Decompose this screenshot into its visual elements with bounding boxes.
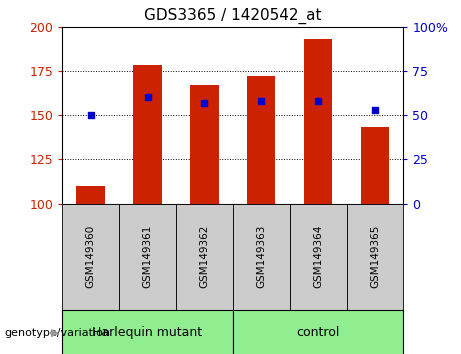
Text: GSM149365: GSM149365 [370, 225, 380, 289]
Text: genotype/variation: genotype/variation [5, 328, 111, 338]
Point [371, 107, 378, 113]
Point [314, 98, 322, 104]
Text: control: control [296, 326, 340, 339]
Bar [247, 76, 276, 204]
Title: GDS3365 / 1420542_at: GDS3365 / 1420542_at [144, 7, 322, 24]
Point [144, 95, 151, 100]
Text: ▶: ▶ [52, 328, 60, 338]
Bar [361, 127, 389, 204]
Bar [304, 39, 332, 204]
Point [258, 98, 265, 104]
Point [201, 100, 208, 105]
Text: GSM149364: GSM149364 [313, 225, 323, 289]
Bar [133, 65, 162, 204]
Text: GSM149360: GSM149360 [86, 225, 96, 288]
Bar [77, 186, 105, 204]
Text: GSM149361: GSM149361 [142, 225, 153, 289]
Bar [190, 85, 219, 204]
Text: GSM149362: GSM149362 [199, 225, 209, 289]
Text: GSM149363: GSM149363 [256, 225, 266, 289]
Point [87, 112, 95, 118]
Text: Harlequin mutant: Harlequin mutant [93, 326, 202, 339]
